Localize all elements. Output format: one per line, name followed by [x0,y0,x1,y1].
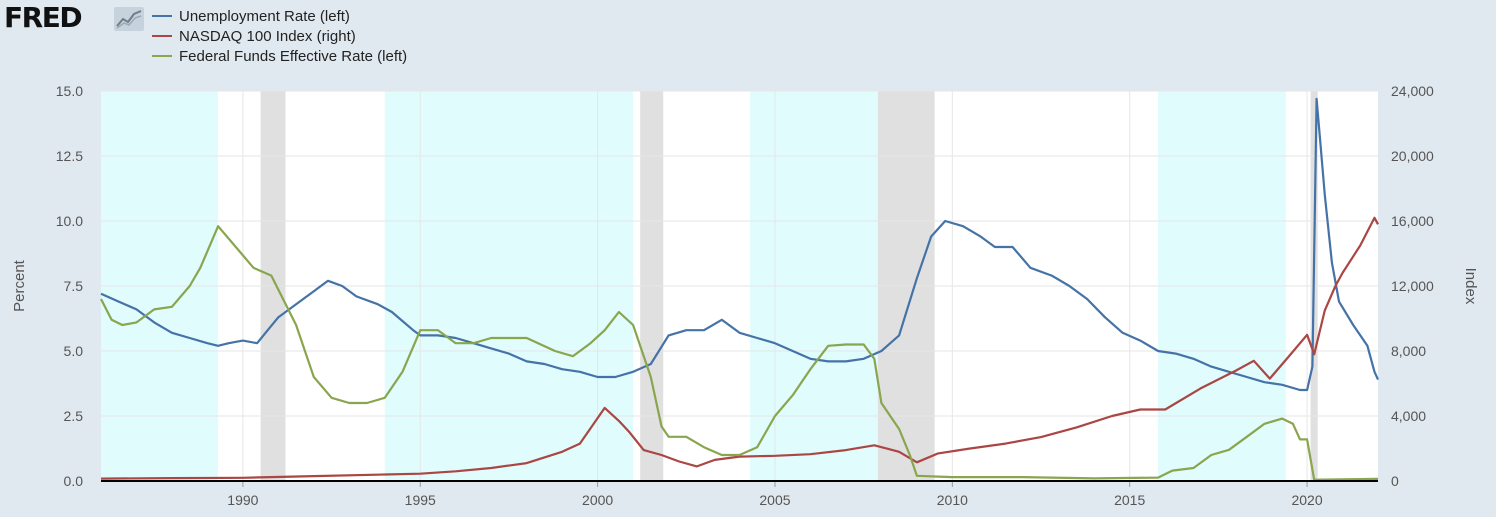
y-right-tick-label: 24,000 [1391,83,1434,99]
series-line-1 [100,216,1379,480]
series-line-0 [100,97,1380,392]
y-right-tick-label: 8,000 [1391,343,1426,359]
axes: 0.0 0 2.5 4,000 5.0 8,000 7.5 12,000 10.0 16,000 1… [11,83,1479,508]
y-right-tick-label: 12,000 [1391,278,1434,294]
chart-legend: Unemployment Rate (left) NASDAQ 100 Inde… [152,6,407,66]
chart-trend-icon [114,7,144,31]
legend-label: NASDAQ 100 Index (right) [179,27,356,45]
y-right-tick-label: 4,000 [1391,408,1426,424]
x-tick-label: 2020 [1291,492,1322,508]
x-tick-label: 2010 [937,492,968,508]
logo-text: FRED [4,1,83,34]
x-tick-label: 2015 [1114,492,1145,508]
y-right-tick-label: 20,000 [1391,148,1434,164]
x-tick-label: 2000 [582,492,613,508]
y-right-tick-label: 0 [1391,473,1399,489]
y-left-tick-label: 12.5 [56,148,83,164]
series-lines [100,97,1380,481]
y-right-tick-label: 16,000 [1391,213,1434,229]
y-left-tick-label: 7.5 [64,278,84,294]
legend-swatch [152,15,172,17]
legend-label: Federal Funds Effective Rate (left) [179,47,408,65]
y-left-tick-label: 2.5 [64,408,84,424]
legend-swatch [152,35,172,37]
legend-item-nasdaq[interactable]: NASDAQ 100 Index (right) [152,26,407,46]
fred-logo[interactable]: FRED [4,2,144,34]
legend-item-unemployment[interactable]: Unemployment Rate (left) [152,6,407,26]
legend-label: Unemployment Rate (left) [179,7,350,25]
y-left-tick-label: 15.0 [56,83,83,99]
grid-lines [101,90,1378,481]
y-left-axis-title: Percent [11,259,28,312]
x-tick-label: 1990 [227,492,258,508]
x-tick-label: 2005 [759,492,790,508]
legend-item-fed-funds[interactable]: Federal Funds Effective Rate (left) [152,46,407,66]
y-left-tick-label: 10.0 [56,213,83,229]
series-line-2 [100,225,1379,481]
y-left-tick-label: 0.0 [64,473,84,489]
legend-swatch [152,55,172,57]
x-tick-label: 1995 [405,492,436,508]
y-left-tick-label: 5.0 [64,343,84,359]
y-right-axis-title: Index [1462,268,1479,305]
